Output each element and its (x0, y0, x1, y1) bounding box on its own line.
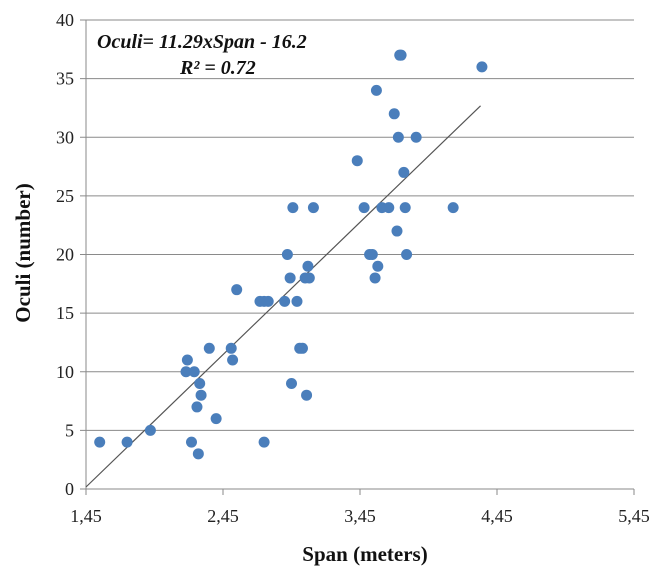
data-point (383, 202, 395, 214)
data-point (191, 401, 203, 413)
data-point (188, 366, 200, 378)
data-point (262, 295, 274, 307)
r-squared-label: R² = 0.72 (179, 57, 256, 79)
y-tick-label: 5 (65, 420, 74, 440)
data-point (476, 61, 488, 73)
x-tick-label: 3,45 (344, 506, 376, 526)
gridlines (86, 19, 634, 431)
data-point (258, 436, 270, 448)
data-point (447, 202, 459, 214)
data-point (281, 249, 293, 260)
data-points (94, 49, 488, 460)
data-point (195, 389, 207, 401)
data-point (144, 424, 156, 436)
data-point (284, 272, 296, 284)
data-point (94, 436, 106, 448)
y-tick-label: 30 (56, 127, 74, 147)
x-tick-labels: 1,45 2,45 3,45 4,45 5,45 (70, 506, 650, 526)
data-point (392, 131, 404, 143)
data-point (180, 366, 192, 378)
data-point (301, 389, 313, 401)
data-point (181, 354, 193, 366)
data-point (227, 354, 239, 366)
data-point (410, 131, 422, 143)
y-tick-label: 35 (56, 69, 74, 89)
y-tick-label: 20 (56, 245, 74, 265)
data-point (370, 84, 382, 96)
data-point (203, 342, 215, 354)
data-point (351, 155, 363, 167)
data-point (307, 202, 319, 214)
data-point (210, 413, 222, 425)
data-point (192, 448, 204, 460)
data-point (401, 249, 413, 260)
data-point (296, 342, 308, 354)
x-tick-label: 5,45 (618, 506, 650, 526)
data-point (231, 284, 243, 296)
data-point (194, 377, 206, 389)
y-tick-label: 10 (56, 362, 74, 382)
axes (80, 19, 635, 495)
y-axis-title: Oculi (number) (11, 183, 35, 322)
data-point (372, 260, 384, 272)
y-tick-label: 15 (56, 303, 74, 323)
data-point (366, 249, 378, 260)
data-point (358, 202, 370, 214)
data-point (369, 272, 381, 284)
y-tick-label: 40 (56, 10, 74, 30)
data-point (121, 436, 133, 448)
x-tick-label: 1,45 (70, 506, 102, 526)
data-point (291, 295, 303, 307)
data-point (185, 436, 197, 448)
x-tick-label: 2,45 (207, 506, 239, 526)
data-point (395, 49, 407, 61)
data-point (279, 295, 291, 307)
y-tick-labels: 0 5 10 15 20 25 30 35 40 (56, 10, 74, 499)
data-point (303, 272, 315, 284)
data-point (399, 202, 411, 214)
data-point (225, 342, 237, 354)
x-axis-title: Span (meters) (302, 542, 427, 566)
y-tick-label: 0 (65, 479, 74, 499)
x-tick-label: 4,45 (481, 506, 513, 526)
data-point (286, 377, 297, 389)
equation-label: Oculi= 11.29xSpan - 16.2 (97, 31, 307, 53)
data-point (391, 225, 403, 237)
data-point (302, 260, 314, 272)
data-point (287, 202, 299, 214)
data-point (398, 166, 410, 178)
data-point (388, 108, 400, 120)
y-tick-label: 25 (56, 186, 74, 206)
